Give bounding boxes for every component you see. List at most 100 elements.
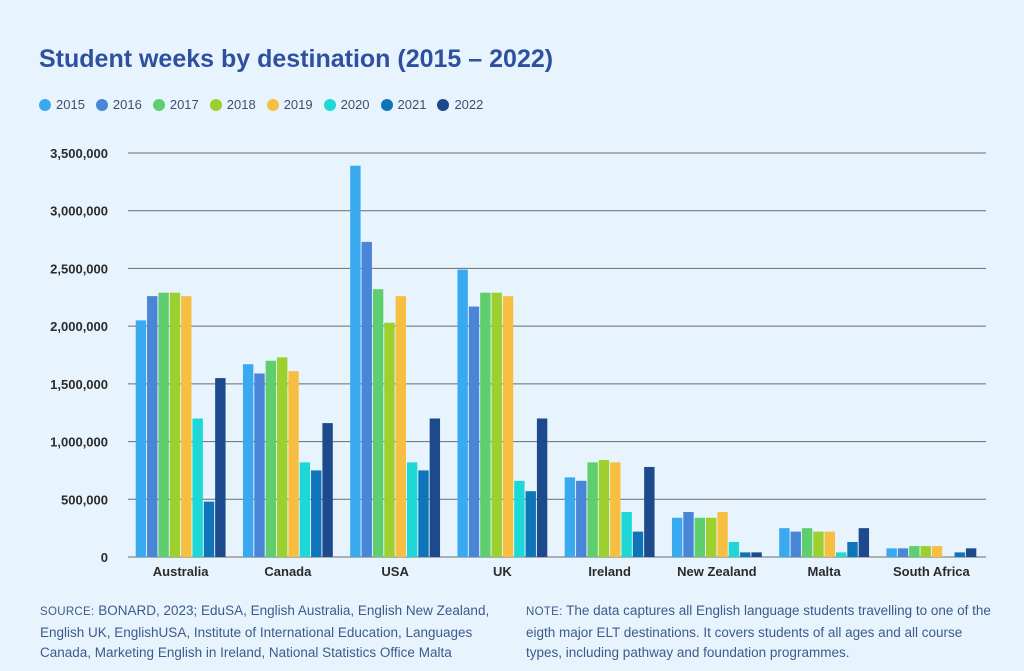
bar-south-africa-2019	[931, 546, 943, 557]
x-tick-label: UK	[493, 564, 512, 579]
legend-item-2017: 2017	[152, 97, 199, 112]
bar-south-africa-2015	[886, 548, 897, 557]
bar-ireland-2022	[644, 466, 655, 557]
legend-swatch	[266, 98, 279, 111]
x-tick-label: New Zealand	[677, 564, 757, 579]
bar-canada-2020	[299, 462, 311, 557]
legend-label: 2017	[169, 97, 199, 112]
x-tick-label: Australia	[153, 564, 209, 579]
bar-uk-2019	[502, 296, 514, 557]
bar-malta-2017	[801, 528, 813, 557]
bar-south-africa-2017	[909, 546, 920, 557]
bar-canada-2021	[311, 470, 322, 557]
bar-uk-2018	[491, 292, 502, 557]
bar-uk-2015	[457, 269, 468, 557]
bar-new-zealand-2016	[683, 511, 694, 557]
bar-uk-2020	[514, 480, 525, 557]
bar-usa-2016	[361, 241, 372, 557]
bar-uk-2017	[480, 292, 491, 557]
legend-item-2018: 2018	[209, 97, 256, 112]
bar-australia-2015	[135, 320, 147, 557]
bar-usa-2021	[418, 470, 429, 557]
bar-south-africa-2016	[897, 548, 909, 557]
bar-australia-2022	[215, 378, 226, 557]
y-tick-label: 0	[101, 550, 108, 565]
y-tick-label: 1,500,000	[50, 377, 108, 392]
bar-new-zealand-2022	[751, 552, 762, 557]
bar-uk-2021	[525, 491, 536, 557]
legend-swatch	[323, 98, 336, 111]
bar-canada-2015	[242, 364, 254, 557]
legend-label: 2020	[340, 97, 370, 112]
bar-australia-2019	[181, 296, 192, 557]
data-note: NOTE: The data captures all English lang…	[526, 601, 996, 664]
y-tick-label: 1,000,000	[50, 435, 108, 450]
bar-malta-2021	[847, 541, 858, 557]
y-tick-label: 2,500,000	[50, 261, 108, 276]
note-text: The data captures all English language s…	[526, 603, 991, 660]
bar-australia-2021	[203, 501, 215, 557]
legend-item-2015: 2015	[39, 97, 85, 112]
source-note: SOURCE: BONARD, 2023; EduSA, English Aus…	[40, 601, 510, 664]
legend-swatch	[380, 98, 393, 111]
bar-uk-2022	[536, 418, 548, 557]
legend-label: 2015	[56, 97, 85, 112]
bar-ireland-2016	[576, 480, 587, 557]
source-label: SOURCE:	[40, 606, 95, 618]
bar-malta-2019	[824, 531, 835, 557]
legend-item-2016: 2016	[95, 97, 142, 112]
x-tick-label: Canada	[264, 564, 312, 579]
legend-label: 2022	[454, 97, 484, 112]
bar-canada-2016	[254, 373, 265, 557]
legend-swatch	[152, 98, 165, 111]
bar-ireland-2017	[587, 462, 598, 557]
bar-south-africa-2018	[920, 546, 931, 557]
x-tick-label: Ireland	[588, 564, 631, 579]
bar-usa-2020	[406, 462, 418, 557]
legend-swatch	[209, 98, 222, 111]
bar-new-zealand-2020	[728, 541, 740, 557]
bar-ireland-2021	[632, 531, 644, 557]
bar-malta-2022	[858, 528, 870, 557]
y-tick-label: 2,000,000	[50, 319, 108, 334]
y-tick-label: 3,500,000	[50, 146, 108, 161]
legend-label: 2018	[226, 97, 256, 112]
x-tick-label: Malta	[808, 564, 842, 579]
legend-item-2021: 2021	[380, 97, 426, 112]
bar-malta-2018	[813, 531, 824, 557]
bar-new-zealand-2017	[694, 517, 706, 557]
legend-swatch	[39, 98, 51, 111]
bar-usa-2018	[384, 322, 395, 557]
bar-usa-2017	[372, 289, 384, 557]
bar-canada-2019	[288, 371, 299, 557]
bar-new-zealand-2018	[706, 517, 717, 557]
bar-new-zealand-2021	[740, 552, 751, 557]
bar-malta-2015	[779, 528, 790, 557]
bar-malta-2020	[835, 552, 847, 557]
bar-australia-2020	[192, 418, 203, 557]
bar-ireland-2015	[564, 477, 576, 557]
bar-australia-2016	[147, 296, 158, 557]
chart-title: Student weeks by destination (2015 – 202…	[39, 45, 554, 73]
bar-usa-2015	[350, 165, 361, 557]
legend-item-2022: 2022	[437, 97, 483, 112]
x-tick-label: USA	[381, 564, 409, 579]
chart-legend: 2015 2016 2017 2018 2019 2020 2021 2022	[39, 97, 494, 112]
bar-new-zealand-2015	[671, 517, 683, 557]
y-tick-label: 3,000,000	[50, 204, 108, 219]
y-tick-label: 500,000	[61, 492, 108, 507]
bar-south-africa-2021	[954, 552, 965, 557]
bar-usa-2022	[429, 418, 441, 557]
bar-canada-2022	[322, 423, 333, 557]
legend-label: 2016	[112, 97, 142, 112]
bar-australia-2018	[169, 292, 181, 557]
legend-item-2020: 2020	[323, 97, 370, 112]
legend-swatch	[95, 98, 108, 111]
bar-canada-2018	[277, 357, 288, 557]
bar-ireland-2018	[598, 460, 610, 557]
bar-usa-2019	[395, 296, 406, 557]
bar-ireland-2019	[610, 462, 621, 557]
legend-item-2019: 2019	[266, 97, 313, 112]
bar-canada-2017	[265, 360, 277, 557]
